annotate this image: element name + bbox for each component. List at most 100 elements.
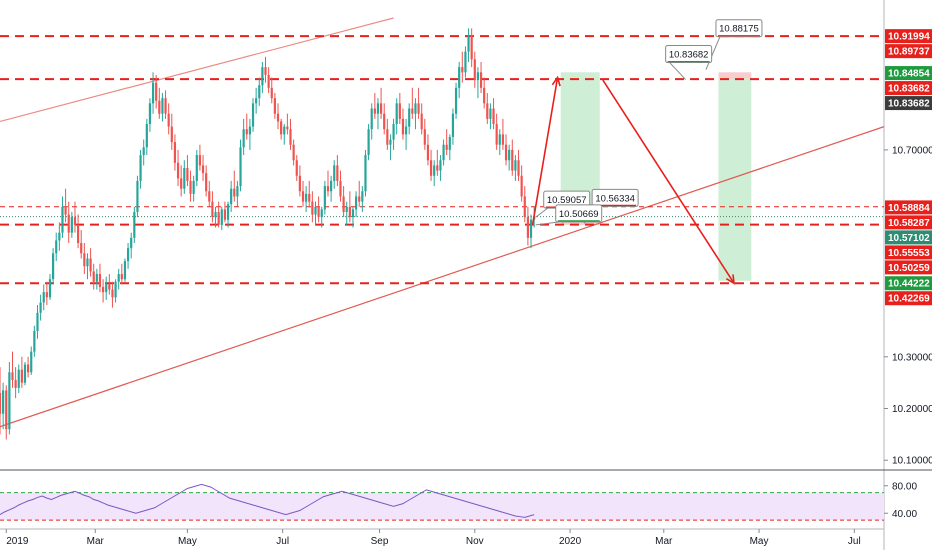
time-tick-label: Jul bbox=[276, 536, 289, 547]
price-label-text: 10.57102 bbox=[888, 233, 930, 244]
candle-body bbox=[280, 121, 283, 135]
candle-body bbox=[439, 160, 442, 171]
price-label-badge bbox=[885, 200, 932, 215]
stop-zone bbox=[718, 72, 752, 79]
callout-pointer bbox=[669, 62, 687, 80]
candle-body bbox=[292, 144, 295, 161]
candle-body bbox=[367, 129, 370, 156]
candle-body bbox=[242, 129, 245, 148]
time-tick-label: 2019 bbox=[6, 536, 29, 547]
price-label-badge bbox=[885, 44, 932, 59]
price-tick-label: 10.70000 bbox=[892, 145, 932, 156]
candle-body bbox=[526, 217, 530, 238]
candle-body bbox=[311, 201, 314, 215]
candle-body bbox=[27, 364, 30, 373]
candle-body bbox=[348, 206, 351, 218]
candle-body bbox=[286, 126, 289, 130]
callout-pointer bbox=[705, 36, 721, 70]
candle-body bbox=[83, 253, 86, 267]
candle-body bbox=[89, 258, 92, 272]
candle-body bbox=[486, 103, 489, 119]
callout-box bbox=[591, 188, 639, 207]
price-tick-label: 10.20000 bbox=[892, 404, 932, 415]
candle-body bbox=[158, 100, 161, 114]
candle-body bbox=[248, 126, 251, 135]
candle-body bbox=[467, 36, 470, 52]
candle-body bbox=[417, 103, 420, 114]
candle-body bbox=[170, 126, 173, 143]
candle-body bbox=[470, 36, 473, 60]
candle-body bbox=[164, 98, 167, 114]
candle-body bbox=[342, 196, 345, 212]
candle-body bbox=[0, 393, 2, 414]
candle-body bbox=[283, 126, 286, 135]
candle-body bbox=[111, 289, 114, 298]
time-tick-label: Mar bbox=[87, 536, 105, 547]
callout-label: 10.56334 bbox=[595, 193, 635, 204]
candle-body bbox=[333, 165, 336, 181]
arrow-head bbox=[725, 274, 736, 285]
candle-body bbox=[223, 209, 227, 220]
candle-body bbox=[73, 217, 77, 225]
candle-body bbox=[354, 196, 358, 210]
time-tick-label: Nov bbox=[466, 536, 484, 547]
candle-body bbox=[95, 274, 98, 282]
candle-body bbox=[11, 372, 14, 381]
candle-body bbox=[267, 74, 270, 88]
candle-body bbox=[376, 103, 380, 114]
candle-body bbox=[120, 274, 123, 280]
candle-body bbox=[261, 67, 264, 86]
rsi-tick-label: 40.00 bbox=[892, 509, 917, 520]
candle-body bbox=[426, 144, 430, 161]
candle-body bbox=[198, 155, 202, 166]
candle-body bbox=[5, 390, 8, 430]
price-label-text: 10.42269 bbox=[888, 294, 930, 305]
time-tick-label: Jul bbox=[848, 536, 861, 547]
candle-body bbox=[520, 175, 523, 197]
price-tick-label: 10.10000 bbox=[892, 456, 932, 467]
candle-body bbox=[180, 178, 183, 189]
price-label-badge bbox=[885, 276, 932, 291]
price-label-badge bbox=[885, 96, 932, 111]
candle-body bbox=[364, 155, 367, 192]
candle-body bbox=[461, 67, 464, 73]
candle-body bbox=[189, 180, 192, 194]
price-label-badge bbox=[885, 66, 932, 81]
candle-body bbox=[476, 72, 480, 81]
callout-pointer bbox=[535, 207, 549, 218]
candle-body bbox=[454, 87, 458, 114]
candle-body bbox=[323, 186, 326, 210]
candle-body bbox=[201, 165, 205, 174]
candle-body bbox=[423, 129, 426, 145]
candle-body bbox=[317, 206, 320, 218]
candle-body bbox=[42, 292, 45, 303]
candle-body bbox=[495, 124, 498, 145]
time-tick-label: Sep bbox=[371, 536, 389, 547]
candle-body bbox=[414, 103, 417, 114]
candle-body bbox=[508, 149, 511, 161]
candle-body bbox=[98, 274, 102, 287]
candle-body bbox=[76, 224, 80, 243]
candle-body bbox=[379, 103, 383, 114]
candle-body bbox=[245, 129, 248, 135]
candle-body bbox=[105, 284, 108, 293]
candle-body bbox=[17, 369, 20, 388]
target-zone bbox=[718, 78, 752, 281]
candle-body bbox=[320, 209, 323, 218]
candle-body bbox=[489, 108, 492, 119]
price-label-badge bbox=[885, 260, 932, 275]
candle-body bbox=[401, 118, 405, 135]
candle-body bbox=[386, 129, 389, 145]
candle-body bbox=[473, 59, 476, 81]
callout-pointer bbox=[535, 221, 560, 226]
candle-body bbox=[70, 217, 73, 233]
price-label-badge bbox=[885, 29, 932, 44]
candle-body bbox=[2, 390, 5, 414]
candle-body bbox=[298, 175, 301, 192]
candle-body bbox=[205, 173, 208, 192]
candle-body bbox=[8, 372, 11, 430]
projection-arrow bbox=[602, 79, 735, 284]
candle-body bbox=[504, 144, 508, 161]
